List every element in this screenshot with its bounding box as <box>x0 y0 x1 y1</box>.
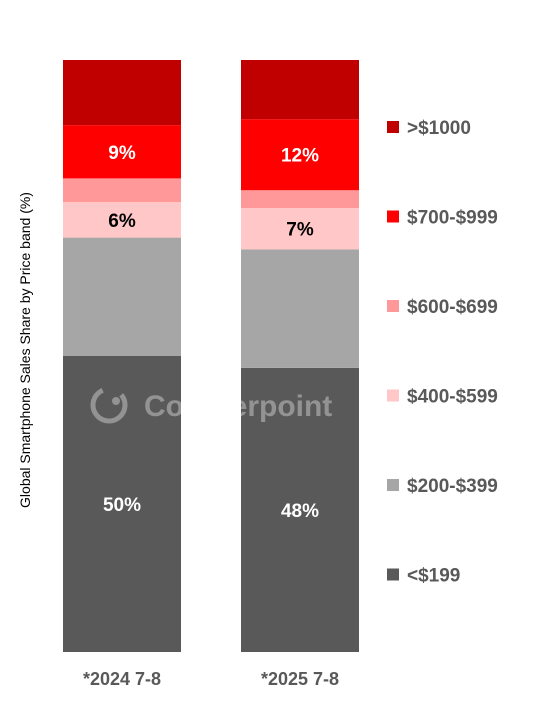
legend-label-1: >$1000 <box>407 118 471 139</box>
x-tick-label-2: *2025 7-8 <box>261 669 339 689</box>
legend-swatch-3 <box>387 300 399 312</box>
watermark-text: Counterpoint <box>144 390 332 423</box>
bar-segment-1-1 <box>63 356 181 652</box>
legend: >$1000 $700-$999 $600-$699 $400-$599 $200-$3… <box>387 118 498 587</box>
data-label-1-5: 9% <box>108 143 136 164</box>
y-axis-label: Global Smartphone Sales Share by Price b… <box>17 192 33 508</box>
bar-segment-2-2 <box>241 249 359 368</box>
legend-swatch-6 <box>387 568 399 581</box>
legend-swatch-2 <box>387 210 399 223</box>
legend-swatch-1 <box>387 121 399 133</box>
data-label-2-1: 48% <box>281 501 319 522</box>
legend-swatch-5 <box>387 479 399 491</box>
bar-segment-2-6 <box>241 60 359 120</box>
bar-segment-2-4 <box>241 190 359 208</box>
data-label-1-3: 6% <box>108 211 136 232</box>
x-tick-label-1: *2024 7-8 <box>83 669 161 689</box>
watermark: Counterpoint <box>90 386 332 424</box>
bar-segment-1-6 <box>63 60 181 126</box>
legend-label-5: $200-$399 <box>407 476 498 497</box>
bar-segment-1-4 <box>63 178 181 203</box>
data-label-1-1: 50% <box>103 495 141 516</box>
bar-segment-2-3 <box>241 208 359 250</box>
category-labels-group: *2024 7-8 *2025 7-8 <box>83 669 339 689</box>
bars-group <box>63 60 359 652</box>
legend-label-4: $400-$599 <box>407 387 498 408</box>
legend-swatch-4 <box>387 389 399 402</box>
segment-labels-group: 50% 6% 9% 48% 7% 12% <box>103 143 319 522</box>
bar-segment-1-5 <box>63 125 181 179</box>
legend-label-3: $600-$699 <box>407 297 498 318</box>
data-label-2-3: 7% <box>286 220 314 241</box>
bar-segment-2-5 <box>241 119 359 191</box>
bar-segment-1-3 <box>63 202 181 238</box>
bar-segment-2-1 <box>241 367 359 652</box>
legend-label-6: <$199 <box>407 566 460 587</box>
data-label-2-5: 12% <box>281 146 319 167</box>
bar-segment-1-2 <box>63 237 181 356</box>
legend-label-2: $700-$999 <box>407 208 498 229</box>
